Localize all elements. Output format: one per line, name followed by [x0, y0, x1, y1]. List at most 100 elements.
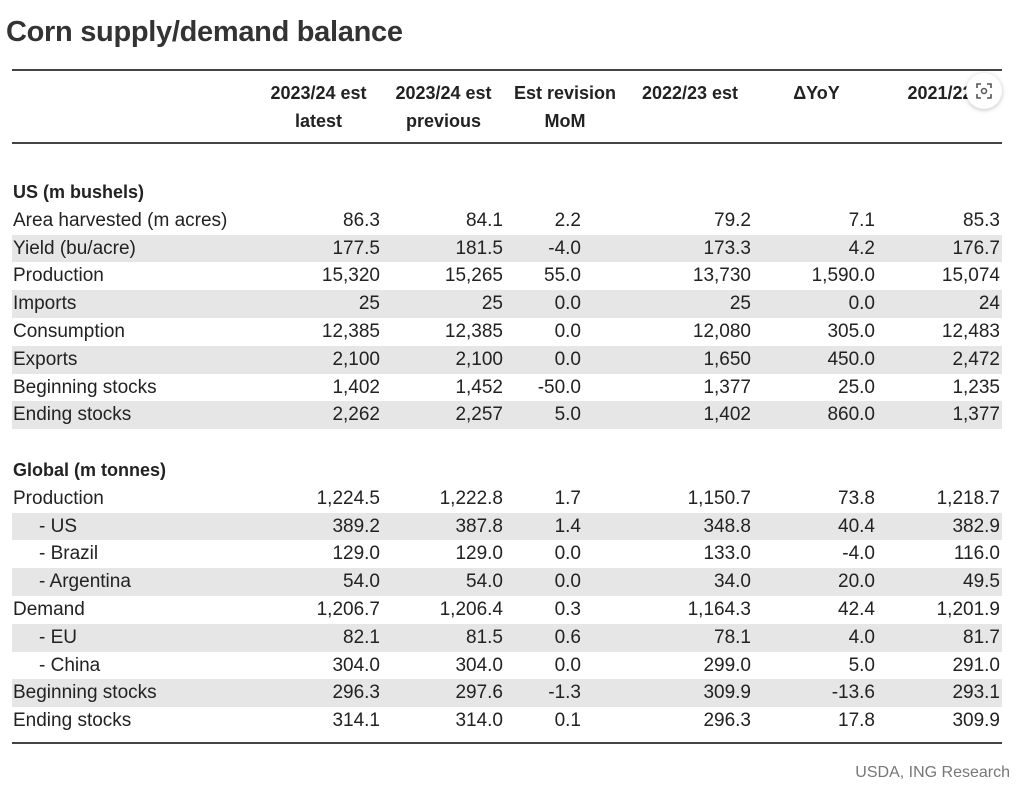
cell-value: 348.8 [703, 515, 751, 537]
cell-value: 296.3 [332, 682, 380, 704]
cell-value: 450.0 [827, 348, 875, 370]
cell-value: 176.7 [952, 237, 1000, 259]
cell-value: 0.1 [554, 710, 581, 732]
cell-value: 382.9 [952, 515, 1000, 537]
column-header: 2021/22 [878, 79, 1002, 107]
cell-value: 1,452 [455, 376, 503, 398]
scan-icon [976, 83, 992, 99]
section-row: US (m bushels) [12, 179, 1002, 207]
bottom-rule [12, 742, 1002, 744]
cell-value: 17.8 [838, 710, 875, 732]
cell-value: 1,402 [332, 376, 380, 398]
cell-value: 54.0 [343, 571, 380, 593]
section-title: US (m bushels) [13, 182, 145, 202]
cell-value: 0.0 [554, 543, 581, 565]
cell-value: -4.0 [842, 543, 875, 565]
cell-value: 15,265 [444, 265, 503, 287]
row-label: Yield (bu/acre) [13, 237, 136, 259]
data-row: Area harvested (m acres) 86.3 84.1 2.2 79.2 7… [12, 207, 1002, 235]
cell-value: 1,377 [952, 404, 1000, 426]
data-row: Beginning stocks 1,402 1,452 -50.0 1,377 25.0… [12, 374, 1002, 402]
source-note: USDA, ING Research [855, 764, 1010, 781]
cell-value: 25 [358, 293, 380, 315]
cell-value: 54.0 [466, 571, 503, 593]
scan-button[interactable] [966, 73, 1002, 109]
cell-value: 133.0 [703, 543, 751, 565]
cell-value: 1,206.4 [439, 599, 503, 620]
cell-value: 2,262 [332, 404, 380, 426]
cell-value: 1,590.0 [811, 265, 875, 287]
cell-value: 129.0 [455, 543, 503, 565]
cell-value: -13.6 [831, 682, 875, 704]
column-header: 2023/24 est latest [255, 79, 382, 135]
row-label: - Brazil [39, 543, 99, 565]
data-row: Production 15,320 15,265 55.0 13,730 1,590.0 1… [12, 262, 1002, 290]
cell-value: 1,224.5 [316, 487, 380, 509]
cell-value: 40.4 [838, 515, 875, 537]
row-label: Beginning stocks [13, 682, 157, 704]
row-label: Production [13, 487, 104, 509]
cell-value: 4.2 [848, 237, 875, 259]
cell-value: 389.2 [332, 515, 380, 537]
cell-value: 34.0 [714, 571, 751, 593]
cell-value: 2,100 [332, 348, 380, 370]
header-line: 2021/22 [907, 83, 973, 103]
cell-value: 0.0 [848, 293, 875, 315]
cell-value: 42.4 [838, 599, 875, 620]
data-row: Imports 25 25 0.0 25 0.0 24 [12, 290, 1002, 318]
cell-value: 86.3 [343, 209, 380, 231]
cell-value: -1.3 [548, 682, 581, 704]
data-row: Beginning stocks 296.3 297.6 -1.3 309.9 -13.6… [12, 679, 1002, 708]
cell-value: 55.0 [544, 265, 581, 287]
row-label: Area harvested (m acres) [13, 209, 228, 231]
cell-value: 860.0 [827, 404, 875, 426]
cell-value: 181.5 [455, 237, 503, 259]
header-rule [12, 142, 1002, 144]
cell-value: 13,730 [692, 265, 751, 287]
cell-value: 81.5 [466, 626, 503, 648]
cell-value: 1,201.9 [936, 599, 1000, 620]
cell-value: 73.8 [838, 487, 875, 509]
data-row: - US 389.2 387.8 1.4 348.8 40.4 382.9 [12, 512, 1002, 541]
cell-value: 177.5 [332, 237, 380, 259]
data-row: - China 304.0 304.0 0.0 299.0 5.0 291.0 [12, 652, 1002, 680]
cell-value: 1,222.8 [439, 487, 503, 509]
cell-value: -4.0 [548, 237, 581, 259]
cell-value: 1,402 [703, 404, 751, 426]
cell-value: 304.0 [455, 654, 503, 676]
cell-value: 291.0 [952, 654, 1000, 676]
cell-value: 1,218.7 [936, 487, 1000, 509]
cell-value: 293.1 [952, 682, 1000, 704]
row-label: Ending stocks [13, 710, 132, 732]
cell-value: 1,235 [952, 376, 1000, 398]
cell-value: -50.0 [537, 376, 581, 398]
header-line: Est revision [513, 83, 617, 103]
row-label: - Argentina [39, 571, 131, 593]
cell-value: 82.1 [343, 626, 380, 648]
cell-value: 0.0 [554, 293, 581, 315]
data-row: Ending stocks 314.1 314.0 0.1 296.3 17.8 309.9 [12, 707, 1002, 735]
cell-value: 12,483 [941, 321, 1000, 342]
data-row: Exports 2,100 2,100 0.0 1,650 450.0 2,472 [12, 345, 1002, 374]
cell-value: 1,650 [703, 348, 751, 370]
cell-value: 304.0 [332, 654, 380, 676]
data-row: Demand 1,206.7 1,206.4 0.3 1,164.3 42.4 1,201.… [12, 596, 1002, 624]
cell-value: 15,074 [941, 265, 1000, 287]
data-row: - EU 82.1 81.5 0.6 78.1 4.0 81.7 [12, 623, 1002, 652]
data-row: - Brazil 129.0 129.0 0.0 133.0 -4.0 116.0 [12, 540, 1002, 568]
header-line: 2023/24 est [270, 83, 367, 103]
cell-value: 116.0 [953, 543, 1000, 565]
cell-value: 12,080 [692, 321, 751, 342]
cell-value: 25.0 [838, 376, 875, 398]
row-label: - China [39, 654, 101, 676]
cell-value: 5.0 [554, 404, 581, 426]
row-label: Imports [13, 293, 77, 315]
cell-value: 4.0 [848, 626, 875, 648]
data-row: - Argentina 54.0 54.0 0.0 34.0 20.0 49.5 [12, 568, 1002, 596]
row-label: Demand [13, 599, 85, 620]
header-line: 2023/24 est [395, 83, 492, 103]
cell-value: 0.6 [554, 626, 581, 648]
cell-value: 78.1 [714, 626, 751, 648]
row-label: Consumption [13, 321, 125, 342]
cell-value: 0.0 [554, 348, 581, 370]
